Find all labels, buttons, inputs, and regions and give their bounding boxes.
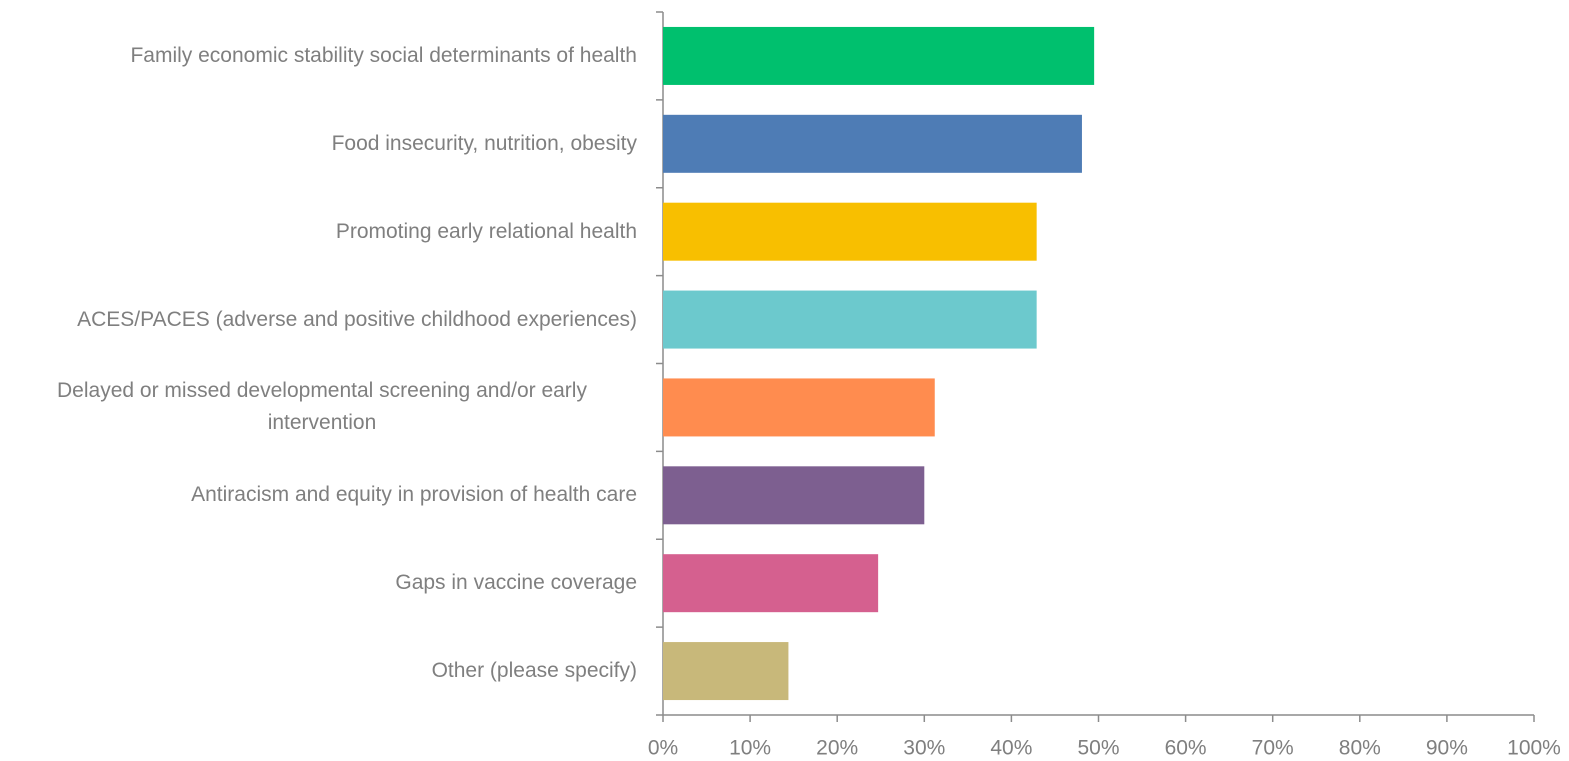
category-label: Gaps in vaccine coverage bbox=[395, 571, 637, 595]
bar bbox=[663, 378, 935, 437]
category-label: Promoting early relational health bbox=[335, 219, 637, 243]
category-label: Food insecurity, nutrition, obesity bbox=[331, 131, 637, 155]
bar bbox=[663, 466, 925, 525]
category-label: ACES/PACES (adverse and positive childho… bbox=[77, 307, 637, 331]
category-label: Delayed or missed developmental screenin… bbox=[57, 379, 587, 435]
x-tick-label: 50% bbox=[1077, 737, 1119, 760]
x-tick-label: 40% bbox=[990, 737, 1032, 760]
x-tick-label: 30% bbox=[903, 737, 945, 760]
category-label: Family economic stability social determi… bbox=[130, 43, 637, 67]
bar bbox=[663, 642, 789, 701]
bar bbox=[663, 26, 1095, 85]
bar bbox=[663, 202, 1037, 261]
x-tick-label: 90% bbox=[1426, 737, 1468, 760]
category-label: Other (please specify) bbox=[431, 659, 637, 683]
x-tick-label: 80% bbox=[1339, 737, 1381, 760]
x-tick-label: 60% bbox=[1165, 737, 1207, 760]
x-tick-label: 100% bbox=[1507, 737, 1561, 760]
x-tick-label: 10% bbox=[729, 737, 771, 760]
x-tick-label: 20% bbox=[816, 737, 858, 760]
x-tick-label: 70% bbox=[1252, 737, 1294, 760]
bar bbox=[663, 290, 1037, 349]
bar bbox=[663, 114, 1082, 173]
category-label: Antiracism and equity in provision of he… bbox=[191, 483, 637, 507]
x-tick-label: 0% bbox=[648, 737, 678, 760]
bar bbox=[663, 554, 879, 613]
